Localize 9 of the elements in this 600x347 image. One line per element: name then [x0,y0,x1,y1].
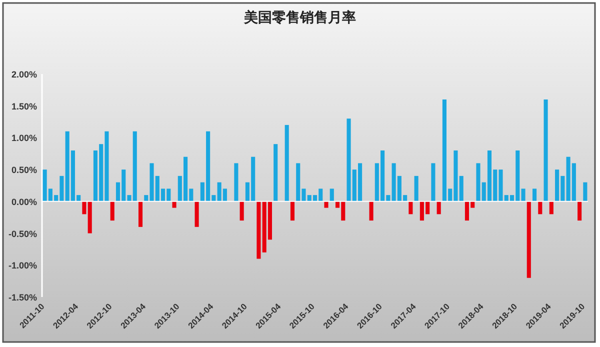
y-tick-label: -1.00% [8,260,37,271]
y-tick-label: -0.50% [8,228,37,239]
y-tick-label: 1.50% [11,101,37,112]
y-tick-label: -1.50% [8,292,37,302]
y-tick-label: 1.00% [11,133,37,144]
y-tick-label: 0.00% [11,196,37,207]
chart-title: 美国零售销售月率 [243,9,356,25]
y-tick-label: 2.00% [11,70,37,80]
y-tick-label: 0.50% [11,165,37,176]
